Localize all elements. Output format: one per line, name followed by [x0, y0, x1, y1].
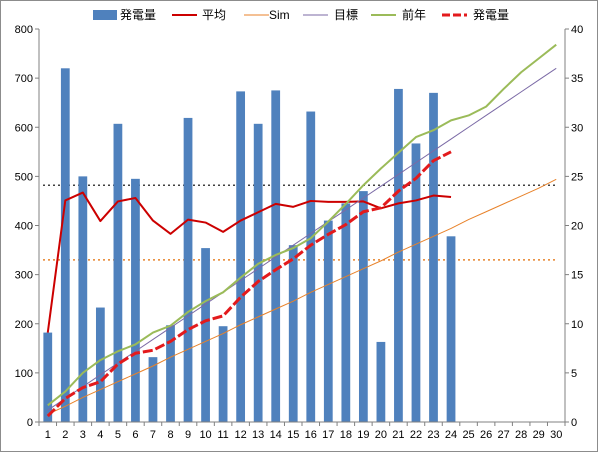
right-tick-label: 10	[571, 319, 583, 331]
x-tick-label: 11	[217, 429, 228, 441]
bar-day-3	[78, 176, 88, 422]
legend-label: 発電量	[473, 8, 509, 22]
x-tick-label: 1	[45, 429, 51, 441]
x-tick-label: 22	[410, 429, 422, 441]
x-tick-label: 16	[305, 429, 317, 441]
bar-day-18	[341, 203, 351, 422]
x-tick-label: 18	[340, 429, 352, 441]
series-line-4	[47, 43, 557, 407]
bar-day-20	[376, 341, 386, 422]
x-tick-label: 20	[375, 429, 387, 441]
x-tick-label: 8	[167, 429, 173, 441]
x-tick-label: 26	[480, 429, 492, 441]
x-tick-label: 25	[462, 429, 474, 441]
bar-day-14	[271, 90, 281, 422]
bar-day-16	[306, 111, 316, 422]
legend: 発電量 平均 Sim 目標 前年 発電量	[93, 7, 509, 22]
legend-label: 目標	[334, 8, 358, 22]
x-tick-label: 9	[185, 429, 191, 441]
x-tick-label: 2	[62, 429, 68, 441]
reference-lines	[43, 184, 555, 261]
right-tick-label: 40	[571, 24, 583, 36]
bar-day-19	[358, 191, 368, 422]
left-tick-label: 100	[15, 368, 33, 380]
bar-day-17	[323, 220, 333, 422]
x-tick-label: 6	[132, 429, 138, 441]
right-tick-label: 25	[571, 171, 583, 183]
axes: 0100200300400500600700800051015202530354…	[15, 24, 584, 441]
series-line-3	[47, 67, 557, 411]
x-tick-label: 30	[550, 429, 562, 441]
right-tick-label: 0	[571, 417, 577, 429]
left-tick-label: 300	[15, 270, 33, 282]
left-tick-label: 600	[15, 122, 33, 134]
x-tick-label: 7	[150, 429, 156, 441]
right-tick-label: 35	[571, 73, 583, 85]
x-tick-label: 21	[392, 429, 404, 441]
line-series	[46, 43, 557, 418]
bar-day-9	[183, 117, 193, 422]
left-tick-label: 400	[15, 221, 33, 233]
bar-day-24	[446, 236, 456, 422]
bar-day-4	[95, 307, 105, 422]
x-tick-label: 17	[322, 429, 334, 441]
left-tick-label: 500	[15, 171, 33, 183]
legend-label: Sim	[269, 8, 290, 22]
right-tick-label: 15	[571, 270, 583, 282]
left-tick-label: 0	[27, 417, 33, 429]
x-tick-label: 13	[252, 429, 264, 441]
plot-area	[39, 29, 565, 422]
right-tick-label: 20	[571, 221, 583, 233]
legend-label: 発電量	[120, 8, 156, 22]
bar-day-7	[148, 357, 158, 422]
x-tick-label: 19	[357, 429, 369, 441]
series-line-1	[46, 191, 452, 333]
bar-day-13	[253, 123, 263, 422]
legend-label: 平均	[202, 8, 226, 22]
bar-day-15	[288, 245, 298, 422]
series-line-2	[47, 178, 557, 415]
x-tick-label: 15	[287, 429, 299, 441]
bar-series	[43, 68, 456, 423]
left-tick-label: 700	[15, 73, 33, 85]
right-tick-label: 5	[571, 368, 577, 380]
right-tick-label: 30	[571, 122, 583, 134]
x-tick-label: 12	[235, 429, 247, 441]
bar-day-11	[218, 326, 228, 422]
x-tick-label: 28	[515, 429, 527, 441]
x-tick-label: 27	[498, 429, 510, 441]
bar-day-23	[429, 92, 438, 423]
left-tick-label: 800	[15, 24, 33, 36]
legend-label: 前年	[402, 7, 426, 22]
x-tick-label: 10	[199, 429, 211, 441]
bar-day-21	[394, 88, 403, 423]
bar-day-12	[236, 91, 246, 423]
bar-day-2	[60, 68, 70, 423]
x-tick-label: 24	[445, 429, 457, 441]
x-tick-label: 4	[97, 429, 103, 441]
bar-day-8	[166, 325, 175, 422]
x-tick-label: 3	[80, 429, 86, 441]
x-tick-label: 5	[115, 429, 121, 441]
bar-day-5	[113, 123, 123, 422]
bar-day-1	[43, 332, 53, 422]
bar-day-22	[411, 143, 421, 422]
x-tick-label: 23	[427, 429, 439, 441]
x-tick-label: 14	[270, 429, 282, 441]
bar-day-6	[131, 178, 140, 422]
bar-day-10	[201, 248, 210, 422]
left-tick-label: 200	[15, 319, 33, 331]
legend-swatch-bar	[93, 10, 117, 20]
x-tick-label: 29	[533, 429, 545, 441]
series-line-5	[46, 150, 452, 418]
